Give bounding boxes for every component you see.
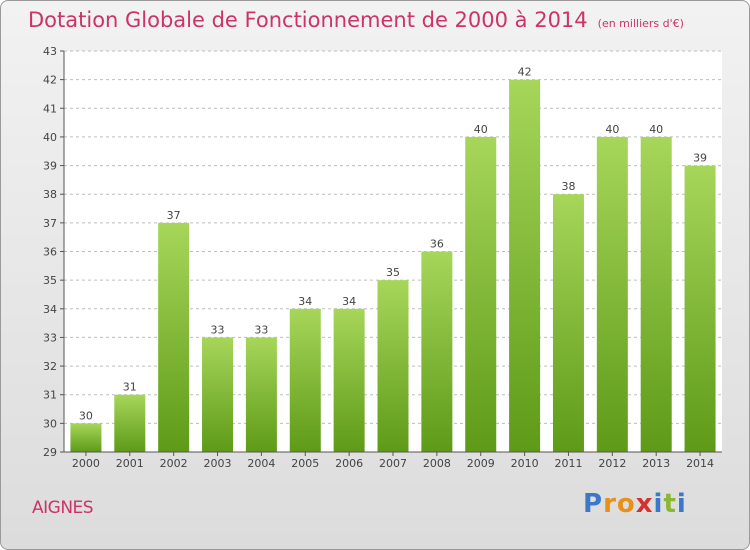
logo-letter: o bbox=[616, 489, 636, 519]
data-label: 40 bbox=[605, 123, 619, 136]
data-label: 42 bbox=[518, 66, 532, 79]
x-tick-label: 2000 bbox=[72, 457, 100, 470]
x-tick-label: 2012 bbox=[598, 457, 626, 470]
data-label: 33 bbox=[254, 323, 268, 336]
bar bbox=[202, 337, 234, 452]
y-tick-label: 39 bbox=[43, 160, 57, 173]
x-tick-label: 2001 bbox=[116, 457, 144, 470]
commune-name: AIGNES bbox=[32, 498, 94, 518]
x-tick-label: 2002 bbox=[160, 457, 188, 470]
x-tick-label: 2008 bbox=[423, 457, 451, 470]
y-tick-label: 29 bbox=[43, 446, 57, 459]
x-tick-label: 2007 bbox=[379, 457, 407, 470]
y-tick-label: 34 bbox=[43, 303, 57, 316]
y-tick-label: 43 bbox=[43, 45, 57, 58]
data-label: 34 bbox=[298, 295, 312, 308]
data-label: 31 bbox=[123, 381, 137, 394]
logo-letter: t bbox=[663, 489, 677, 519]
proxiti-logo: Proxiti bbox=[583, 489, 687, 519]
x-tick-label: 2009 bbox=[467, 457, 495, 470]
title-text: Dotation Globale de Fonctionnement de 20… bbox=[28, 8, 588, 32]
bar bbox=[596, 136, 628, 452]
logo-letter: P bbox=[583, 489, 604, 519]
unit-label: (en milliers d'€) bbox=[597, 17, 684, 30]
logo-letter: i bbox=[676, 489, 687, 519]
chart-title: Dotation Globale de Fonctionnement de 20… bbox=[28, 8, 684, 32]
y-tick-label: 42 bbox=[43, 74, 57, 87]
data-label: 38 bbox=[561, 180, 575, 193]
data-label: 33 bbox=[211, 323, 225, 336]
bar bbox=[377, 280, 409, 452]
bar bbox=[158, 222, 190, 452]
y-tick-label: 40 bbox=[43, 131, 57, 144]
bar bbox=[245, 337, 277, 452]
x-tick-label: 2014 bbox=[686, 457, 714, 470]
x-tick-label: 2011 bbox=[554, 457, 582, 470]
y-tick-label: 30 bbox=[43, 417, 57, 430]
bar bbox=[114, 394, 146, 452]
data-label: 35 bbox=[386, 266, 400, 279]
bar bbox=[640, 136, 672, 452]
bar bbox=[465, 136, 497, 452]
y-tick-label: 35 bbox=[43, 274, 57, 287]
y-tick-label: 41 bbox=[43, 102, 57, 115]
x-tick-label: 2006 bbox=[335, 457, 363, 470]
y-tick-label: 32 bbox=[43, 360, 57, 373]
data-label: 40 bbox=[649, 123, 663, 136]
bar bbox=[509, 79, 541, 453]
logo-letter: r bbox=[603, 489, 617, 519]
x-tick-label: 2004 bbox=[247, 457, 275, 470]
data-label: 34 bbox=[342, 295, 356, 308]
bar bbox=[421, 251, 453, 452]
bar bbox=[333, 308, 365, 452]
bar bbox=[552, 194, 584, 452]
y-tick-label: 31 bbox=[43, 389, 57, 402]
y-tick-label: 33 bbox=[43, 331, 57, 344]
logo-letter: i bbox=[653, 489, 664, 519]
y-tick-label: 37 bbox=[43, 217, 57, 230]
data-label: 30 bbox=[79, 409, 93, 422]
bar bbox=[70, 423, 102, 452]
data-label: 36 bbox=[430, 238, 444, 251]
data-label: 40 bbox=[474, 123, 488, 136]
x-tick-label: 2013 bbox=[642, 457, 670, 470]
y-tick-label: 38 bbox=[43, 188, 57, 201]
x-tick-label: 2010 bbox=[511, 457, 539, 470]
x-tick-label: 2005 bbox=[291, 457, 319, 470]
bar bbox=[289, 308, 321, 452]
y-tick-label: 36 bbox=[43, 246, 57, 259]
x-tick-label: 2003 bbox=[204, 457, 232, 470]
bar bbox=[684, 165, 716, 453]
data-label: 37 bbox=[167, 209, 181, 222]
logo-letter: x bbox=[635, 489, 654, 519]
data-label: 39 bbox=[693, 152, 707, 165]
